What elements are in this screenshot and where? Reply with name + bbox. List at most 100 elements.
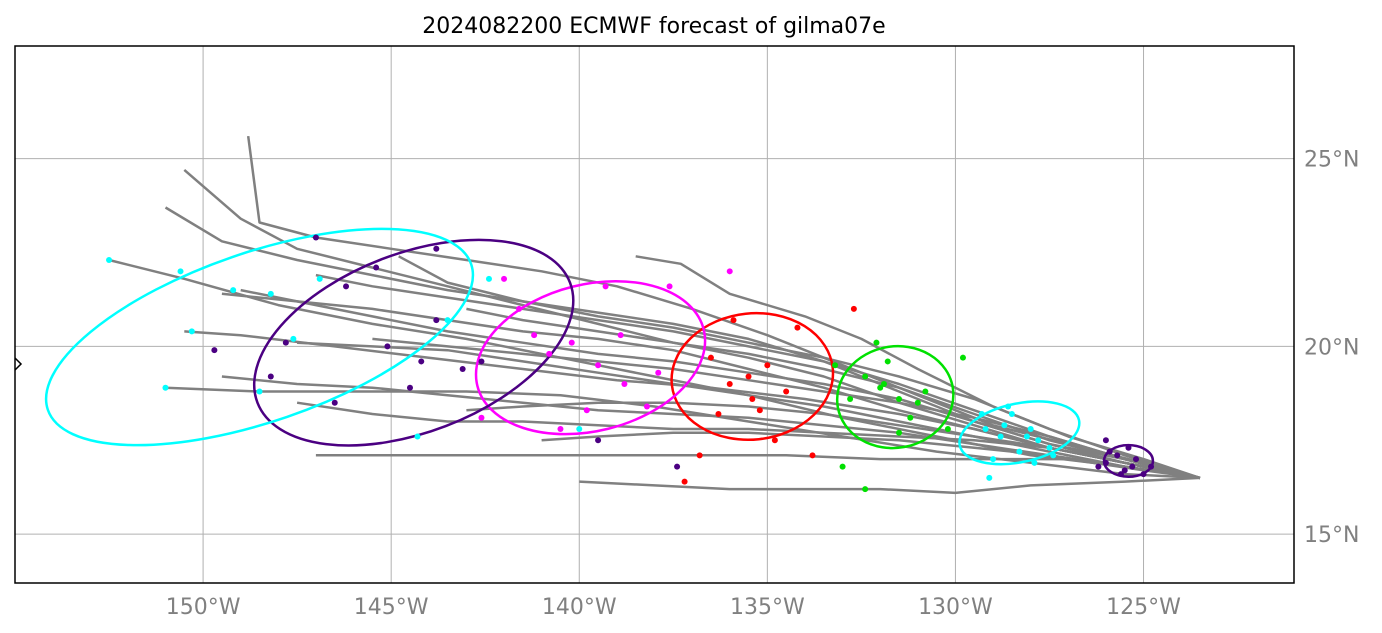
forecast-position-point <box>256 388 263 395</box>
forecast-position-point <box>839 463 846 470</box>
forecast-position-point <box>1102 437 1109 444</box>
forecast-position-point <box>617 332 624 339</box>
forecast-position-point <box>557 426 564 433</box>
forecast-position-point <box>982 426 989 433</box>
forecast-position-point <box>978 411 985 418</box>
forecast-position-point <box>1035 437 1042 444</box>
forecast-track-line <box>579 476 1201 495</box>
forecast-position-point <box>696 452 703 459</box>
uncertainty-ellipses <box>44 227 1155 478</box>
forecast-position-point <box>406 384 413 391</box>
y-tick-label: 20°N <box>1304 335 1359 360</box>
forecast-position-point <box>568 339 575 346</box>
left-edge-marker <box>14 357 23 371</box>
forecast-position-point <box>583 407 590 414</box>
forecast-position-point <box>188 328 195 335</box>
forecast-position-point <box>418 358 425 365</box>
plot-area <box>44 135 1201 495</box>
forecast-position-point <box>1117 471 1124 478</box>
forecast-position-point <box>907 414 914 421</box>
forecast-position-point <box>1001 422 1008 429</box>
forecast-position-point <box>1016 448 1023 455</box>
uncertainty-ellipse <box>252 238 575 447</box>
forecast-position-point <box>162 384 169 391</box>
uncertainty-ellipse <box>958 400 1081 466</box>
forecast-position-point <box>177 268 184 275</box>
forecast-position-point <box>621 380 628 387</box>
forecast-position-point <box>546 350 553 357</box>
x-tick-label: 145°W <box>354 595 429 620</box>
forecast-position-point <box>1148 463 1155 470</box>
forecast-position-point <box>997 433 1004 440</box>
forecast-position-point <box>896 429 903 436</box>
forecast-position-point <box>290 335 297 342</box>
forecast-position-point <box>862 373 869 380</box>
forecast-position-point <box>267 373 274 380</box>
x-tick-label: 150°W <box>166 595 241 620</box>
forecast-position-point <box>1023 433 1030 440</box>
gridlines <box>15 46 1294 583</box>
forecast-track-line <box>541 431 1201 480</box>
forecast-position-point <box>106 257 113 264</box>
forecast-position-point <box>715 411 722 418</box>
forecast-position-point <box>267 290 274 297</box>
forecast-position-point <box>433 245 440 252</box>
forecast-position-point <box>282 339 289 346</box>
forecast-position-point <box>1106 448 1113 455</box>
forecast-position-point <box>414 433 421 440</box>
x-tick-label: 125°W <box>1106 595 1181 620</box>
forecast-position-point <box>873 339 880 346</box>
forecast-track-line <box>165 386 1201 480</box>
forecast-position-point <box>1046 444 1053 451</box>
forecast-position-point <box>896 395 903 402</box>
uncertainty-ellipse <box>670 311 835 442</box>
forecast-position-point <box>531 332 538 339</box>
forecast-position-point <box>986 474 993 481</box>
y-tick-label: 25°N <box>1304 148 1359 173</box>
forecast-track-line <box>297 341 1201 480</box>
forecast-position-point <box>1050 452 1057 459</box>
forecast-position-point <box>501 275 508 282</box>
forecast-position-point <box>847 395 854 402</box>
forecast-position-point <box>1008 411 1015 418</box>
forecast-position-point <box>595 362 602 369</box>
forecast-position-point <box>211 347 218 354</box>
position-points <box>106 234 1155 493</box>
forecast-position-point <box>602 283 609 290</box>
forecast-position-point <box>1125 444 1132 451</box>
uncertainty-ellipse <box>44 227 475 447</box>
forecast-position-point <box>862 486 869 493</box>
forecast-position-point <box>809 452 816 459</box>
x-tick-label: 140°W <box>542 595 617 620</box>
forecast-position-point <box>576 426 583 433</box>
forecast-position-point <box>944 426 951 433</box>
forecast-position-point <box>756 407 763 414</box>
forecast-position-point <box>1031 459 1038 466</box>
forecast-position-point <box>433 317 440 324</box>
x-tick-label: 135°W <box>730 595 805 620</box>
forecast-position-point <box>595 437 602 444</box>
forecast-position-point <box>850 305 857 312</box>
uncertainty-ellipse <box>835 344 955 450</box>
forecast-track-line <box>466 401 1201 480</box>
forecast-position-point <box>1133 456 1140 463</box>
forecast-position-point <box>1095 463 1102 470</box>
forecast-position-point <box>331 399 338 406</box>
forecast-position-point <box>707 354 714 361</box>
forecast-position-point <box>1102 459 1109 466</box>
forecast-position-point <box>485 275 492 282</box>
forecast-position-point <box>730 317 737 324</box>
forecast-position-point <box>832 362 839 369</box>
chart-title: 2024082200 ECMWF forecast of gilma07e <box>422 14 885 39</box>
forecast-position-point <box>444 317 451 324</box>
uncertainty-ellipse <box>474 279 707 436</box>
forecast-position-point <box>1121 467 1128 474</box>
forecast-position-point <box>959 354 966 361</box>
forecast-position-point <box>922 388 929 395</box>
forecast-track-line <box>108 258 1201 480</box>
forecast-position-point <box>384 343 391 350</box>
forecast-position-point <box>794 324 801 331</box>
x-axis-tick-labels: 150°W 145°W 140°W 135°W 130°W 125°W <box>166 595 1181 620</box>
